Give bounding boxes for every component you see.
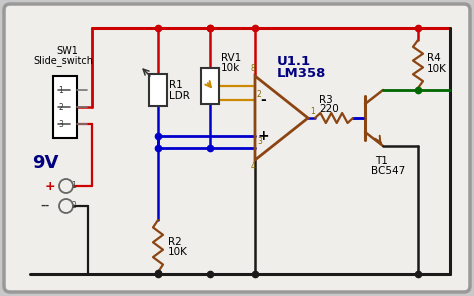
- Text: --: --: [41, 201, 50, 211]
- Text: 8: 8: [251, 64, 255, 73]
- Text: 220: 220: [319, 104, 339, 114]
- FancyBboxPatch shape: [4, 4, 470, 292]
- Text: 9V: 9V: [32, 154, 58, 172]
- Text: R3: R3: [319, 95, 333, 105]
- Text: 1: 1: [71, 181, 76, 191]
- Text: +: +: [45, 179, 55, 192]
- Bar: [149, 74, 167, 106]
- Text: 3: 3: [257, 137, 262, 146]
- Text: 10K: 10K: [427, 64, 447, 74]
- Text: 10K: 10K: [168, 247, 188, 257]
- Text: 2: 2: [71, 202, 76, 210]
- Text: 1: 1: [59, 86, 64, 94]
- Bar: [201, 68, 219, 104]
- Text: 2: 2: [257, 90, 262, 99]
- Text: R4: R4: [427, 53, 441, 63]
- Text: Slide_switch: Slide_switch: [33, 55, 93, 66]
- Text: LM358: LM358: [277, 67, 327, 80]
- Text: SW1: SW1: [56, 46, 78, 56]
- Text: R2: R2: [168, 237, 182, 247]
- FancyBboxPatch shape: [53, 76, 77, 138]
- Text: 1: 1: [310, 107, 315, 116]
- Text: U1.1: U1.1: [277, 55, 311, 68]
- Text: R1: R1: [169, 80, 183, 90]
- Text: -: -: [260, 93, 266, 107]
- Text: BC547: BC547: [371, 166, 405, 176]
- Text: T1: T1: [375, 156, 388, 166]
- Text: +: +: [257, 129, 269, 143]
- Text: 3: 3: [59, 120, 64, 128]
- Text: 4: 4: [251, 162, 255, 171]
- Text: LDR: LDR: [169, 91, 190, 101]
- Text: 10k: 10k: [221, 63, 240, 73]
- Text: 2: 2: [59, 102, 64, 112]
- Text: RV1: RV1: [221, 53, 241, 63]
